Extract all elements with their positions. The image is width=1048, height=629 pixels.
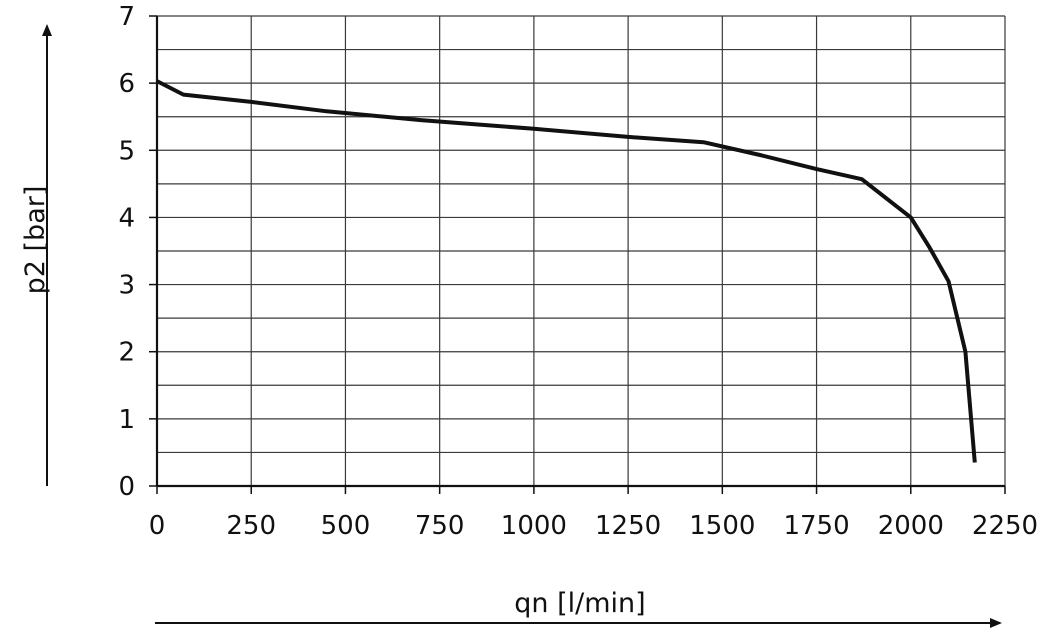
x-tick-label: 1250: [595, 511, 661, 541]
y-tick-label: 7: [118, 2, 135, 32]
y-tick-label: 3: [118, 271, 135, 301]
y-tick-label: 6: [118, 69, 135, 99]
x-tick-label: 750: [415, 511, 465, 541]
axis-titles: qn [l/min] p2 [bar]: [20, 24, 1002, 628]
x-tick-label: 250: [226, 511, 276, 541]
series-layer: [156, 79, 977, 463]
y-axis-title: p2 [bar]: [20, 186, 51, 295]
series-line: [156, 79, 977, 463]
y-tick-label: 0: [118, 472, 135, 502]
y-tick-label: 5: [118, 136, 135, 166]
x-tick-label: 2250: [972, 511, 1038, 541]
y-tick-label: 4: [118, 203, 135, 233]
x-tick-label: 0: [149, 511, 166, 541]
x-tick-label: 2000: [878, 511, 944, 541]
x-tick-label: 500: [321, 511, 371, 541]
x-axis-title: qn [l/min]: [514, 588, 645, 619]
x-tick-label: 1500: [689, 511, 755, 541]
x-tick-label: 1000: [501, 511, 567, 541]
tick-labels: 0 250 500 750 1000 1250 1500 1750 2000 2250 0 1 2 3 4 5…: [118, 2, 1038, 541]
y-tick-label: 1: [118, 405, 135, 435]
x-tick-label: 1750: [783, 511, 849, 541]
y-tick-label: 2: [118, 338, 135, 368]
grid: [156, 15, 1006, 487]
axes: [149, 15, 1006, 494]
